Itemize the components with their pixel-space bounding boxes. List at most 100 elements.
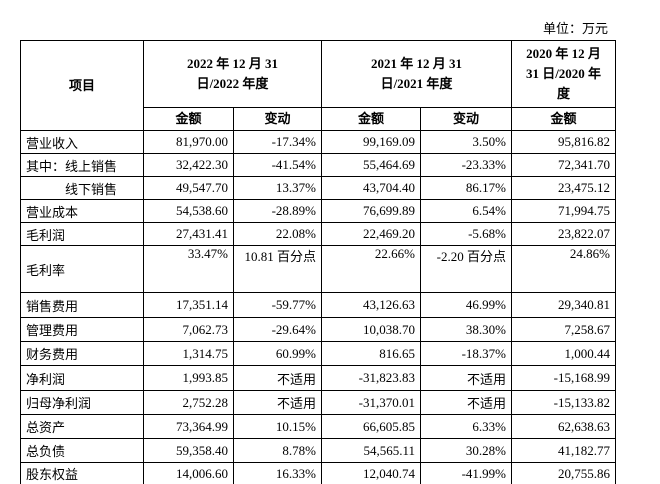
sub-header: 金额 bbox=[321, 107, 421, 131]
row-label: 股东权益 bbox=[20, 462, 144, 484]
cell: 13.37% bbox=[233, 176, 322, 200]
cell: 54,538.60 bbox=[143, 199, 234, 223]
cell: 60.99% bbox=[233, 341, 322, 366]
cell: 62,638.63 bbox=[511, 414, 616, 439]
cell: 不适用 bbox=[233, 390, 322, 415]
cell: 29,340.81 bbox=[511, 292, 616, 318]
cell: 46.99% bbox=[420, 292, 512, 318]
row-label: 总负债 bbox=[20, 438, 144, 463]
cell: 12,040.74 bbox=[321, 462, 421, 484]
cell: 38.30% bbox=[420, 317, 512, 342]
cell: 27,431.41 bbox=[143, 222, 234, 246]
cell: -5.68% bbox=[420, 222, 512, 246]
cell: 99,169.09 bbox=[321, 130, 421, 154]
row-label: 销售费用 bbox=[20, 292, 144, 318]
cell: 不适用 bbox=[420, 365, 512, 391]
cell: 6.33% bbox=[420, 414, 512, 439]
cell: 76,699.89 bbox=[321, 199, 421, 223]
cell: 59,358.40 bbox=[143, 438, 234, 463]
table-row: 营业成本 54,538.60 -28.89% 76,699.89 6.54% 71,994… bbox=[20, 199, 616, 223]
row-label: 财务费用 bbox=[20, 341, 144, 366]
table-row: 归母净利润 2,752.28 不适用 -31,370.01 不适用 -15,133.82 bbox=[20, 390, 616, 415]
cell: 14,006.60 bbox=[143, 462, 234, 484]
cell: 22.66% bbox=[321, 245, 421, 293]
cell: 71,994.75 bbox=[511, 199, 616, 223]
row-label: 归母净利润 bbox=[20, 390, 144, 415]
cell: 66,605.85 bbox=[321, 414, 421, 439]
cell: 1,000.44 bbox=[511, 341, 616, 366]
cell: 不适用 bbox=[420, 390, 512, 415]
row-label: 其中：线上销售 bbox=[20, 153, 144, 177]
cell: 95,816.82 bbox=[511, 130, 616, 154]
cell: 41,182.77 bbox=[511, 438, 616, 463]
row-label: 净利润 bbox=[20, 365, 144, 391]
cell: 2,752.28 bbox=[143, 390, 234, 415]
sub-header: 变动 bbox=[233, 107, 322, 131]
header-cell: 2020 年 12 月 31 日/2020 年度 bbox=[511, 40, 616, 108]
cell: -41.54% bbox=[233, 153, 322, 177]
cell: 72,341.70 bbox=[511, 153, 616, 177]
cell: 54,565.11 bbox=[321, 438, 421, 463]
cell: 17,351.14 bbox=[143, 292, 234, 318]
cell: 10.15% bbox=[233, 414, 322, 439]
header-cell: 2021 年 12 月 31 日/2021 年度 bbox=[321, 40, 512, 108]
cell: 22.08% bbox=[233, 222, 322, 246]
header-cell: 项目 bbox=[20, 40, 144, 131]
table-row: 管理费用 7,062.73 -29.64% 10,038.70 38.30% 7,258.… bbox=[20, 317, 616, 342]
table-row: 毛利润 27,431.41 22.08% 22,469.20 -5.68% 23,822.… bbox=[20, 222, 616, 246]
table-row: 总负债 59,358.40 8.78% 54,565.11 30.28% 41,182.7… bbox=[20, 438, 616, 463]
cell: 16.33% bbox=[233, 462, 322, 484]
cell: 43,704.40 bbox=[321, 176, 421, 200]
cell: 32,422.30 bbox=[143, 153, 234, 177]
cell: -29.64% bbox=[233, 317, 322, 342]
table-row: 营业收入 81,970.00 -17.34% 99,169.09 3.50% 95,816… bbox=[20, 130, 616, 154]
cell: -31,823.83 bbox=[321, 365, 421, 391]
row-label: 管理费用 bbox=[20, 317, 144, 342]
sub-header: 金额 bbox=[143, 107, 234, 131]
cell: -17.34% bbox=[233, 130, 322, 154]
cell: 86.17% bbox=[420, 176, 512, 200]
table-row: 毛利率 33.47% 10.81 百分点 22.66% -2.20 百分点 24.86% bbox=[20, 245, 616, 293]
cell: -59.77% bbox=[233, 292, 322, 318]
cell: -15,168.99 bbox=[511, 365, 616, 391]
sub-header: 金额 bbox=[511, 107, 616, 131]
cell: 24.86% bbox=[511, 245, 616, 293]
cell: 22,469.20 bbox=[321, 222, 421, 246]
table-row: 股东权益 14,006.60 16.33% 12,040.74 -41.99% 20,75… bbox=[20, 462, 616, 484]
cell: -28.89% bbox=[233, 199, 322, 223]
cell: 8.78% bbox=[233, 438, 322, 463]
cell: 20,755.86 bbox=[511, 462, 616, 484]
table-row: 净利润 1,993.85 不适用 -31,823.83 不适用 -15,168.99 bbox=[20, 365, 616, 391]
cell: 1,314.75 bbox=[143, 341, 234, 366]
row-label: 营业成本 bbox=[20, 199, 144, 223]
cell: -23.33% bbox=[420, 153, 512, 177]
cell: 816.65 bbox=[321, 341, 421, 366]
cell: 不适用 bbox=[233, 365, 322, 391]
cell: 33.47% bbox=[143, 245, 234, 293]
financial-table: 项目 2022 年 12 月 31 日/2022 年度 2021 年 12 月 … bbox=[20, 40, 616, 484]
table-row: 线下销售 49,547.70 13.37% 43,704.40 86.17% 23,475… bbox=[20, 176, 616, 200]
cell: 73,364.99 bbox=[143, 414, 234, 439]
cell: -2.20 百分点 bbox=[420, 245, 512, 293]
cell: 23,822.07 bbox=[511, 222, 616, 246]
cell: 7,062.73 bbox=[143, 317, 234, 342]
cell: 81,970.00 bbox=[143, 130, 234, 154]
cell: 23,475.12 bbox=[511, 176, 616, 200]
cell: 10.81 百分点 bbox=[233, 245, 322, 293]
table-row: 其中：线上销售 32,422.30 -41.54% 55,464.69 -23.33% 7… bbox=[20, 153, 616, 177]
cell: -18.37% bbox=[420, 341, 512, 366]
cell: 49,547.70 bbox=[143, 176, 234, 200]
cell: 30.28% bbox=[420, 438, 512, 463]
sub-header: 变动 bbox=[420, 107, 512, 131]
cell: -15,133.82 bbox=[511, 390, 616, 415]
header-cell: 2022 年 12 月 31 日/2022 年度 bbox=[143, 40, 322, 108]
cell: 7,258.67 bbox=[511, 317, 616, 342]
cell: 55,464.69 bbox=[321, 153, 421, 177]
cell: -41.99% bbox=[420, 462, 512, 484]
row-label: 毛利率 bbox=[20, 245, 144, 293]
row-label: 营业收入 bbox=[20, 130, 144, 154]
cell: 3.50% bbox=[420, 130, 512, 154]
table-row: 财务费用 1,314.75 60.99% 816.65 -18.37% 1,000.44 bbox=[20, 341, 616, 366]
cell: -31,370.01 bbox=[321, 390, 421, 415]
